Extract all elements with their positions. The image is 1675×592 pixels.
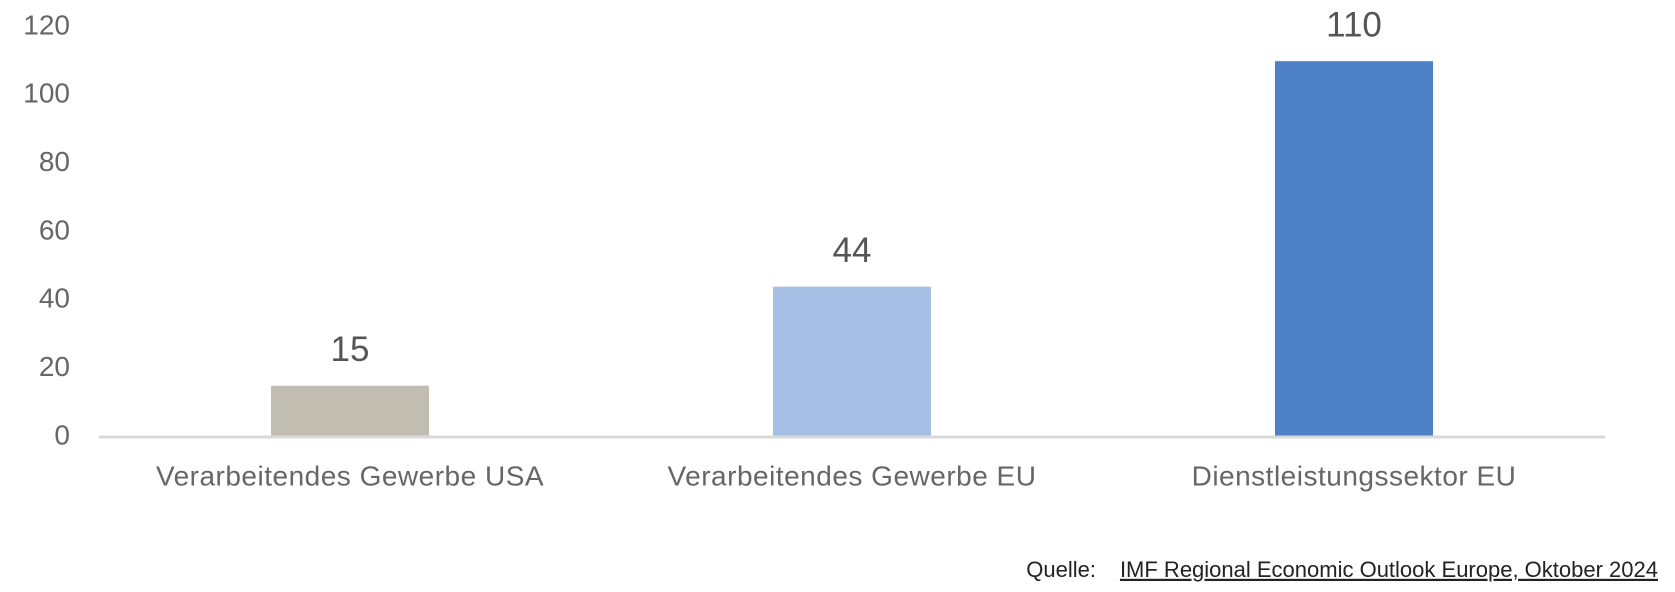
y-tick-label: 120 <box>23 9 70 40</box>
value-label: 15 <box>331 330 370 369</box>
bar <box>1275 61 1433 438</box>
source-text[interactable]: IMF Regional Economic Outlook Europe, Ok… <box>1120 557 1658 582</box>
x-tick-label: Dienstleistungssektor EU <box>1192 460 1517 491</box>
y-tick-label: 100 <box>23 78 70 109</box>
source-label: Quelle: <box>1026 557 1096 582</box>
bar <box>773 286 931 437</box>
x-tick-label: Verarbeitendes Gewerbe EU <box>668 460 1037 491</box>
y-tick-label: 80 <box>39 146 70 177</box>
value-label: 110 <box>1326 5 1382 44</box>
y-tick-label: 20 <box>39 351 70 382</box>
y-tick-label: 40 <box>39 283 70 314</box>
y-tick-label: 60 <box>39 214 70 245</box>
value-label: 44 <box>833 231 872 270</box>
x-tick-label: Verarbeitendes Gewerbe USA <box>156 460 544 491</box>
y-tick-label: 0 <box>54 419 70 450</box>
bar <box>271 385 429 437</box>
source-link[interactable]: IMF Regional Economic Outlook Europe, Ok… <box>1120 557 1658 582</box>
